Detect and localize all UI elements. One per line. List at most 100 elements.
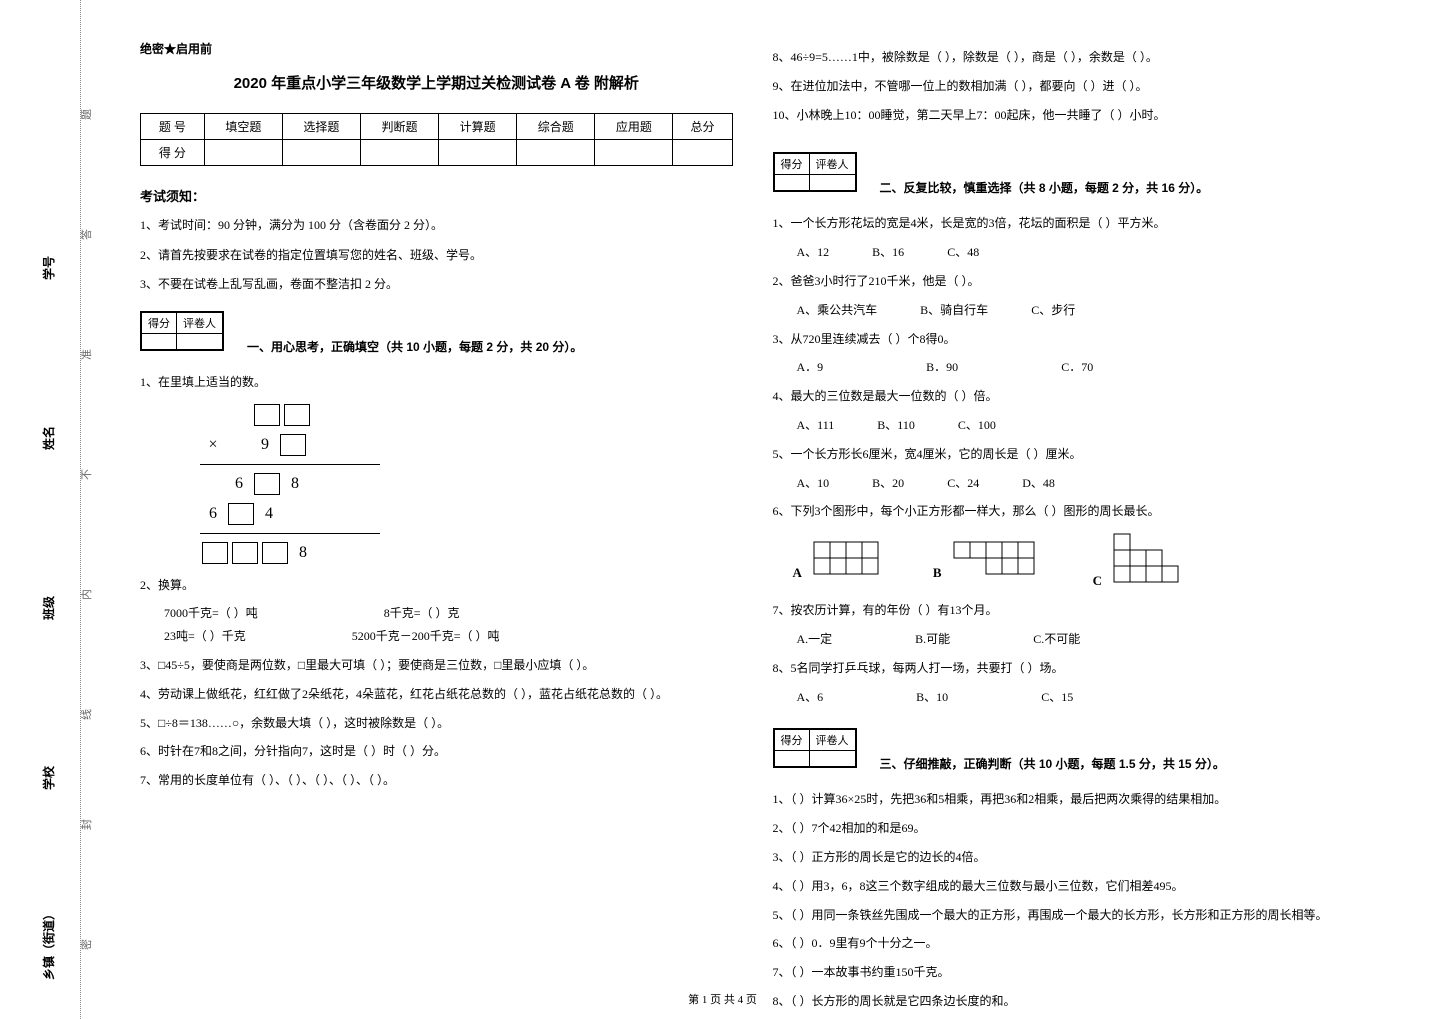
seal-mark: 不 xyxy=(78,469,94,480)
s3-q5: 5、（ ）用同一条铁丝先围成一个最大的正方形，再围成一个最大的长方形，长方形和正… xyxy=(773,904,1366,927)
s1-q5: 5、□÷8＝138……○，余数最大填（ ），这时被除数是（ ）。 xyxy=(140,712,733,735)
s3-q7: 7、（ ）一本故事书约重150千克。 xyxy=(773,961,1366,984)
score-table: 题 号 填空题 选择题 判断题 计算题 综合题 应用题 总分 得 分 xyxy=(140,113,733,166)
col-header: 题 号 xyxy=(141,114,205,140)
section-score-box: 得分 评卷人 xyxy=(140,311,224,351)
score-label: 得分 xyxy=(774,730,809,751)
field-class: 班级 xyxy=(40,596,57,620)
section-score-box: 得分 评卷人 xyxy=(773,728,857,768)
s2-q5-opts: A、10 B、20 C、24 D、48 xyxy=(797,472,1366,495)
opt-c: C.不可能 xyxy=(1033,628,1080,651)
s1-q2a: 7000千克=（ ）吨 xyxy=(164,606,258,620)
opt-c: C、步行 xyxy=(1031,299,1075,322)
opt-a: A.一定 xyxy=(797,628,833,651)
s1-q9: 9、在进位加法中，不管哪一位上的数相加满（ ），都要向（ ）进（ ）。 xyxy=(773,75,1366,98)
opt-b: B、10 xyxy=(916,686,948,709)
opt-c: C、48 xyxy=(947,241,979,264)
s2-q5: 5、一个长方形长6厘米，宽4厘米，它的周长是（ ）厘米。 xyxy=(773,443,1366,466)
blank-box xyxy=(254,473,280,495)
notice-item: 3、不要在试卷上乱写乱画，卷面不整洁扣 2 分。 xyxy=(140,274,733,296)
s1-q6: 6、时针在7和8之间，分针指向7，这时是（ ）时（ ）分。 xyxy=(140,740,733,763)
shape-c: C xyxy=(1093,533,1183,589)
opt-c: C、15 xyxy=(1041,686,1073,709)
s2-q2-opts: A、乘公共汽车 B、骑自行车 C、步行 xyxy=(797,299,1366,322)
opt-c: C、100 xyxy=(958,414,996,437)
shape-c-label: C xyxy=(1093,573,1102,588)
s1-q2: 2、换算。 xyxy=(140,574,733,597)
s1-q8: 8、46÷9=5……1中，被除数是（ ），除数是（ ），商是（ ），余数是（ ）… xyxy=(773,46,1366,69)
shape-c-svg xyxy=(1113,533,1183,585)
score-cell xyxy=(517,140,595,166)
blank-box xyxy=(280,434,306,456)
s1-q10: 10、小林晚上10：00睡觉，第二天早上7：00起床，他一共睡了（ ）小时。 xyxy=(773,104,1366,127)
s3-q6: 6、（ ）0．9里有9个十分之一。 xyxy=(773,932,1366,955)
page-footer: 第 1 页 共 4 页 xyxy=(0,991,1445,1007)
s2-q6: 6、下列3个图形中，每个小正方形都一样大，那么（ ）图形的周长最长。 xyxy=(773,500,1366,523)
digit-8: 8 xyxy=(282,475,308,493)
opt-b: B．90 xyxy=(926,356,958,379)
blank-box xyxy=(228,503,254,525)
col-header: 选择题 xyxy=(282,114,360,140)
s1-q2c: 23吨=（ ）千克 xyxy=(164,629,246,643)
shape-b-label: B xyxy=(933,565,942,580)
s3-q1: 1、（ ）计算36×25时，先把36和5相乘，再把36和2相乘，最后把两次乘得的… xyxy=(773,788,1366,811)
shape-b-svg xyxy=(953,541,1053,577)
shape-a-svg xyxy=(813,541,893,577)
grader-cell xyxy=(809,751,855,767)
digit-6: 6 xyxy=(226,475,252,493)
col-header: 应用题 xyxy=(595,114,673,140)
blank-box xyxy=(202,542,228,564)
col-header: 综合题 xyxy=(517,114,595,140)
opt-a: A．9 xyxy=(797,356,824,379)
row-label: 得 分 xyxy=(141,140,205,166)
s2-q1: 1、一个长方形花坛的宽是4米，长是宽的3倍，花坛的面积是（ ）平方米。 xyxy=(773,212,1366,235)
grader-label: 评卷人 xyxy=(809,730,855,751)
s2-q4-opts: A、111 B、110 C、100 xyxy=(797,414,1366,437)
exam-page: 乡镇（街道） 学校 班级 姓名 学号 密 封 线 内 不 准 答 题 绝密★启用… xyxy=(0,0,1445,1019)
shape-b: B xyxy=(933,541,1053,581)
s1-q7: 7、常用的长度单位有（ ）、（ ）、（ ）、（ ）、（ ）。 xyxy=(140,769,733,792)
right-column: 8、46÷9=5……1中，被除数是（ ），除数是（ ），商是（ ），余数是（ ）… xyxy=(753,40,1386,999)
seal-mark: 题 xyxy=(78,109,94,120)
opt-a: A、12 xyxy=(797,241,830,264)
score-label: 得分 xyxy=(142,312,177,333)
score-cell xyxy=(595,140,673,166)
digit-9: 9 xyxy=(252,436,278,454)
score-cell xyxy=(282,140,360,166)
opt-b: B.可能 xyxy=(915,628,950,651)
opt-a: A、111 xyxy=(797,414,835,437)
opt-b: B、20 xyxy=(872,472,904,495)
s1-q2-row1: 7000千克=（ ）吨 8千克=（ ）克 xyxy=(164,602,733,625)
blank-box xyxy=(262,542,288,564)
notice-title: 考试须知： xyxy=(140,186,733,205)
s1-q2b: 8千克=（ ）克 xyxy=(384,606,460,620)
seal-mark: 密 xyxy=(78,939,94,950)
s3-q3: 3、（ ）正方形的周长是它的边长的4倍。 xyxy=(773,846,1366,869)
score-cell xyxy=(204,140,282,166)
s2-q7-opts: A.一定 B.可能 C.不可能 xyxy=(797,628,1366,651)
field-id: 学号 xyxy=(40,256,57,280)
col-header: 判断题 xyxy=(360,114,438,140)
digit-8b: 8 xyxy=(290,544,316,562)
section-score-box: 得分 评卷人 xyxy=(773,152,857,192)
blank-box xyxy=(254,404,280,426)
score-header-row: 题 号 填空题 选择题 判断题 计算题 综合题 应用题 总分 xyxy=(141,114,733,140)
grader-label: 评卷人 xyxy=(177,312,223,333)
s2-q3: 3、从720里连续减去（ ）个8得0。 xyxy=(773,328,1366,351)
field-name: 姓名 xyxy=(40,426,57,450)
score-cell xyxy=(142,333,177,349)
digit-4: 4 xyxy=(256,505,282,523)
notice-item: 2、请首先按要求在试卷的指定位置填写您的姓名、班级、学号。 xyxy=(140,245,733,267)
s1-q3: 3、□45÷5，要使商是两位数，□里最大可填（ ）；要使商是三位数，□里最小应填… xyxy=(140,654,733,677)
opt-b: B、骑自行车 xyxy=(920,299,988,322)
s2-q4: 4、最大的三位数是最大一位数的（ ）倍。 xyxy=(773,385,1366,408)
s3-q2: 2、（ ）7个42相加的和是69。 xyxy=(773,817,1366,840)
s2-q1-opts: A、12 B、16 C、48 xyxy=(797,241,1366,264)
s2-q8: 8、5名同学打乒乓球，每两人打一场，共要打（ ）场。 xyxy=(773,657,1366,680)
opt-c: C．70 xyxy=(1061,356,1093,379)
score-label: 得分 xyxy=(774,154,809,175)
shapes-row: A B xyxy=(793,533,1366,589)
field-township: 乡镇（街道） xyxy=(40,908,57,980)
seal-mark: 答 xyxy=(78,229,94,240)
field-school: 学校 xyxy=(40,766,57,790)
